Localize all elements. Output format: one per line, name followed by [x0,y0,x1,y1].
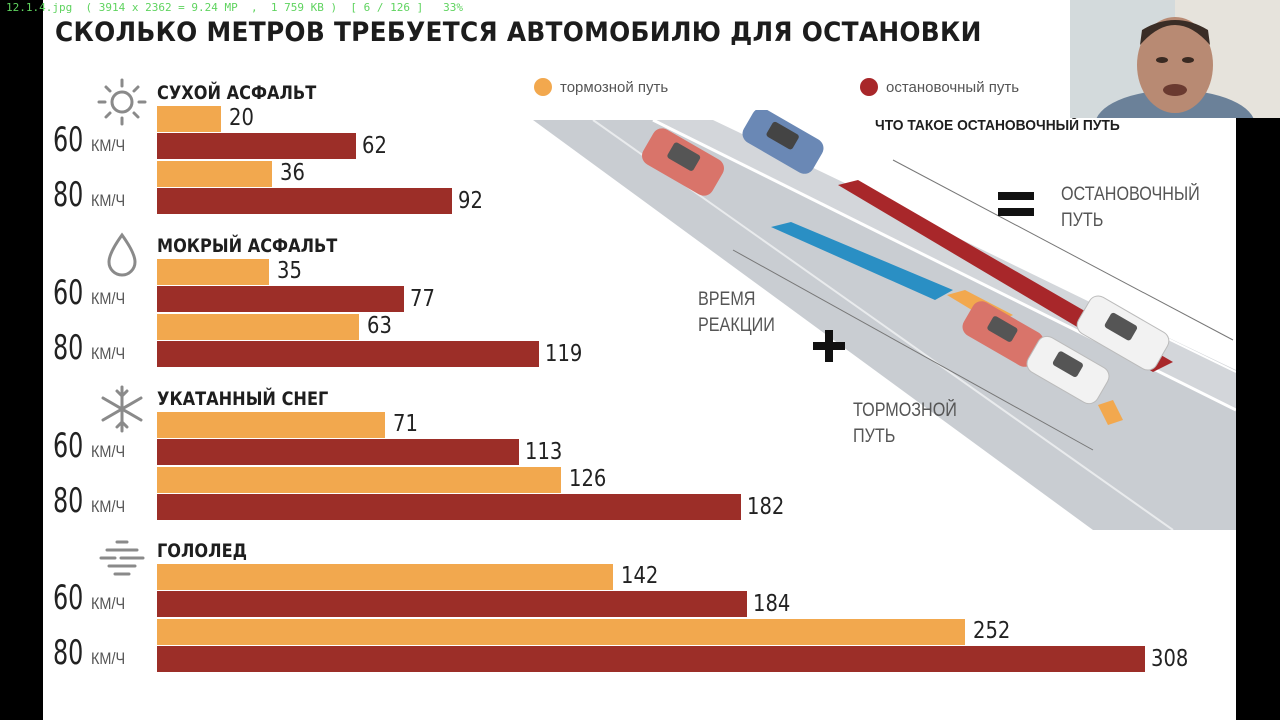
surface-label: ГОЛОЛЕД [157,540,247,562]
road-diagram-illustration [533,110,1236,530]
ice-icon [93,536,151,589]
braking-value: 36 [280,160,306,186]
legend-stopping-label: остановочный путь [886,78,1020,96]
legend-dot-red-icon [860,78,878,96]
speed-value: 80 [53,328,84,368]
stopping-bar [157,439,520,465]
stopping-bar [157,341,539,367]
speed-label: 80 КМ/Ч [53,633,131,673]
braking-value: 126 [569,466,607,492]
car-blue-top [742,110,824,174]
speed-value: 80 [53,481,84,521]
braking-value: 71 [392,411,418,437]
speed-unit: КМ/Ч [91,191,126,210]
diagram-heading: ЧТО ТАКОЕ ОСТАНОВОЧНЫЙ ПУТЬ [875,117,1120,134]
braking-value: 63 [367,313,392,339]
surface-label: МОКРЫЙ АСФАЛЬТ [157,235,338,257]
sun-icon [93,78,151,131]
legend-braking-label: тормозной путь [560,78,669,96]
speed-unit: КМ/Ч [91,289,126,308]
speed-label: 80 КМ/Ч [53,481,131,521]
legend-braking: тормозной путь [534,78,668,96]
braking-value: 252 [973,618,1011,644]
car-white-right [1076,295,1170,371]
legend-dot-orange-icon [534,78,552,96]
car-red-top [642,128,724,196]
stopping-value: 62 [361,133,387,159]
diagram-reaction-label: ВРЕМЯ РЕАКЦИИ [698,289,775,336]
slide-title: СКОЛЬКО МЕТРОВ ТРЕБУЕТСЯ АВТОМОБИЛЮ ДЛЯ … [55,17,982,48]
speed-value: 60 [53,120,84,160]
speed-label: 80 КМ/Ч [53,328,131,368]
diagram-equals-label: ОСТАНОВОЧНЫЙ ПУТЬ [1061,184,1200,231]
speed-unit: КМ/Ч [91,442,126,461]
speed-value: 60 [53,426,84,466]
stopping-bar [157,133,356,159]
drop-icon [93,231,151,284]
braking-bar [157,412,385,438]
braking-value: 35 [277,258,303,284]
braking-value: 142 [620,563,658,589]
stopping-bar [157,646,1145,672]
stopping-bar [157,591,748,617]
stopping-value: 77 [410,286,435,312]
braking-bar [157,564,613,590]
stopping-bar [157,286,404,312]
braking-bar [157,467,562,493]
stopping-value: 119 [544,341,583,367]
slide-image: СКОЛЬКО МЕТРОВ ТРЕБУЕТСЯ АВТОМОБИЛЮ ДЛЯ … [43,0,1236,720]
stopping-value: 308 [1151,646,1189,672]
speed-value: 60 [53,578,84,618]
speed-value: 80 [53,633,84,673]
speed-label: 60 КМ/Ч [53,120,131,160]
braking-bar [157,314,360,340]
speed-label: 60 КМ/Ч [53,273,131,313]
stopping-value: 182 [746,494,785,520]
braking-bar [157,161,273,187]
speed-label: 80 КМ/Ч [53,175,131,215]
speed-label: 60 КМ/Ч [53,578,131,618]
stopping-value: 92 [458,188,483,214]
surface-label: СУХОЙ АСФАЛЬТ [157,82,317,104]
stopping-value: 184 [753,591,791,617]
speed-unit: КМ/Ч [91,344,126,363]
braking-bar [157,106,222,132]
speed-unit: КМ/Ч [91,594,126,613]
car-red-bottom [962,301,1044,367]
car-white-bottom [1026,335,1110,405]
speed-value: 80 [53,175,84,215]
speed-label: 60 КМ/Ч [53,426,131,466]
image-viewer-info: 12.1.4.jpg ( 3914 x 2362 = 9.24 MP , 1 7… [6,1,463,14]
stopping-bar [157,494,741,520]
snowflake-icon [93,384,151,439]
diagram-braking-label: ТОРМОЗНОЙ ПУТЬ [853,400,957,447]
surface-label: УКАТАННЫЙ СНЕГ [157,388,329,410]
braking-bar [157,619,966,645]
presenter-video [1070,0,1280,118]
stopping-bar [157,188,453,214]
stopping-value: 113 [525,439,563,465]
webcam-overlay [1070,0,1280,118]
speed-value: 60 [53,273,84,313]
speed-unit: КМ/Ч [91,136,126,155]
speed-unit: КМ/Ч [91,497,126,516]
braking-value: 20 [229,105,255,131]
speed-unit: КМ/Ч [91,649,126,668]
braking-bar [157,259,270,285]
legend-stopping: остановочный путь [860,78,1019,96]
